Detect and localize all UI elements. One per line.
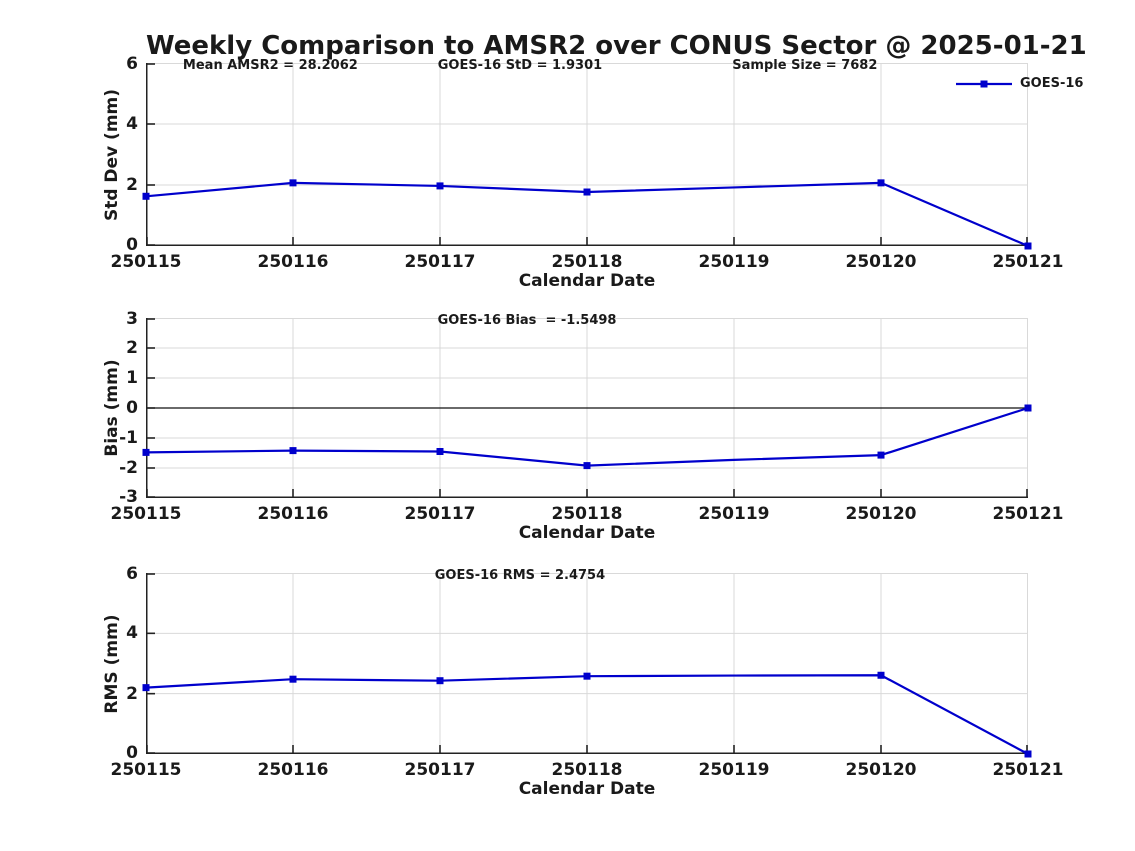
x-tick-label: 250118 [551,504,623,524]
y-tick-label: 0 [126,398,138,418]
x-tick-label: 250117 [404,504,476,524]
y-tick-label: -2 [119,458,138,478]
x-tick-label: 250120 [845,504,917,524]
data-point-marker [289,447,297,455]
x-tick-label: 250115 [110,504,182,524]
y-axis-label: Std Dev (mm) [102,88,122,221]
legend-marker [980,80,988,88]
x-axis-label: Calendar Date [518,779,656,799]
data-point-marker [583,672,591,680]
panel-annotation: GOES-16 StD = 1.9301 [437,58,603,73]
y-tick-label: 3 [126,309,138,329]
x-tick-label: 250119 [698,252,770,272]
y-axis-label: Bias (mm) [102,359,122,457]
x-tick-label: 250120 [845,252,917,272]
x-tick-label: 250117 [404,760,476,780]
x-tick-label: 250116 [257,504,329,524]
x-tick-label: 250119 [698,760,770,780]
data-point-marker [1024,750,1032,758]
x-tick-label: 250116 [257,760,329,780]
std-dev-panel-plot-svg [142,63,1032,250]
figure-title: Weekly Comparison to AMSR2 over CONUS Se… [146,31,1087,61]
data-point-marker [583,462,591,470]
y-tick-label: -1 [119,428,138,448]
data-point-marker [142,684,150,692]
data-point-marker [436,448,444,455]
x-tick-label: 250117 [404,252,476,272]
data-point-marker [1024,404,1032,412]
x-tick-label: 250121 [992,760,1064,780]
panel-annotation: Sample Size = 7682 [732,58,878,73]
data-point-marker [583,188,591,196]
y-tick-label: 4 [126,114,138,134]
y-tick-label: 6 [126,564,138,584]
y-tick-label: 2 [126,683,138,704]
legend-label-goes16: GOES-16 [1020,76,1084,91]
data-point-marker [877,451,885,459]
y-tick-label: 4 [126,623,138,644]
panel-annotation: Mean AMSR2 = 28.2062 [182,58,358,73]
x-tick-label: 250115 [110,252,182,272]
rms-panel-plot-svg [142,573,1032,758]
data-point-marker [142,448,150,456]
y-tick-label: 0 [126,743,138,763]
x-tick-label: 250115 [110,760,182,780]
data-point-marker [142,192,150,200]
x-tick-label: 250120 [845,760,917,780]
x-tick-label: 250118 [551,252,623,272]
y-axis-label: RMS (mm) [102,613,122,714]
x-tick-label: 250121 [992,252,1064,272]
data-point-marker [436,677,444,685]
y-tick-label: 2 [126,175,138,195]
x-tick-label: 250119 [698,504,770,524]
x-tick-label: 250118 [551,760,623,780]
x-axis-label: Calendar Date [518,271,656,291]
y-tick-label: 0 [126,235,138,255]
y-tick-label: -3 [119,487,138,507]
x-tick-label: 250121 [992,504,1064,524]
panel-annotation: GOES-16 Bias = -1.5498 [437,313,617,328]
x-axis-label: Calendar Date [518,523,656,543]
data-point-marker [289,179,297,187]
panel-annotation: GOES-16 RMS = 2.4754 [434,568,606,583]
x-tick-label: 250116 [257,252,329,272]
y-tick-label: 1 [126,368,138,388]
data-point-marker [436,182,444,190]
data-point-marker [877,179,885,187]
data-point-marker [289,675,297,683]
bias-panel-plot-svg [142,318,1032,498]
y-tick-label: 6 [126,54,138,74]
data-point-marker [1024,242,1032,250]
data-point-marker [877,671,885,679]
y-tick-label: 2 [126,338,138,358]
